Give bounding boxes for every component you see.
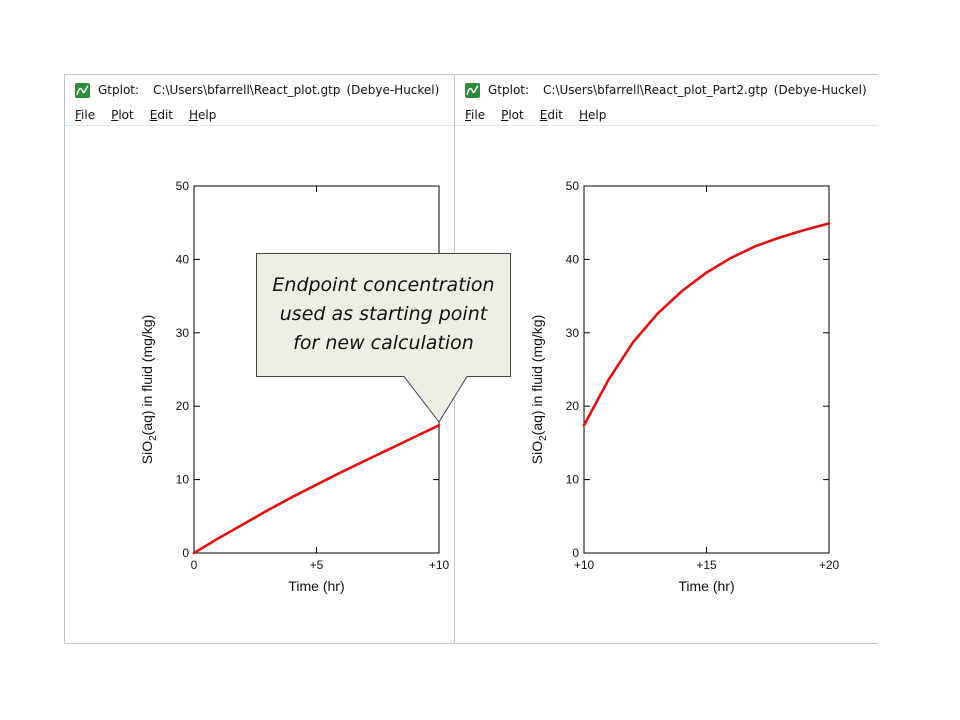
x-tick-label: +5 <box>310 558 324 572</box>
callout-balloon <box>256 253 511 423</box>
y-tick-label: 20 <box>176 399 190 413</box>
menu-plot[interactable]: Plot <box>501 108 524 122</box>
x-axis-label: Time (hr) <box>288 578 344 594</box>
mode-label: (Debye-Huckel) <box>773 83 867 97</box>
title-bar: Gtplot: C:\Users\bfarrell\React_plot.gtp… <box>65 75 454 105</box>
y-tick-label: 0 <box>572 546 579 560</box>
callout-line: used as starting point <box>279 303 488 325</box>
callout-text: Endpoint concentration used as starting … <box>256 271 511 358</box>
callout-line: for new calculation <box>293 332 474 354</box>
title-bar: Gtplot: C:\Users\bfarrell\React_plot_Par… <box>455 75 878 105</box>
gtplot-app-icon <box>75 82 90 98</box>
x-tick-label: +10 <box>574 558 595 572</box>
plot-frame <box>583 185 830 554</box>
x-axis-label: Time (hr) <box>678 578 734 594</box>
y-axis-label: SiO2(aq) in fluid (mg/kg) <box>529 315 549 465</box>
menu-help[interactable]: Help <box>578 108 607 122</box>
x-tick-label: +10 <box>429 558 450 572</box>
menu-edit[interactable]: Edit <box>539 108 563 122</box>
data-series-line <box>192 423 441 555</box>
x-tick-label: +20 <box>819 558 840 572</box>
file-path: C:\Users\bfarrell\React_plot_Part2.gtp <box>543 83 768 97</box>
callout-line: Endpoint concentration <box>272 274 495 296</box>
y-tick-label: 10 <box>566 473 580 487</box>
y-tick-label: 10 <box>176 473 190 487</box>
menu-plot[interactable]: Plot <box>111 108 134 122</box>
menu-file[interactable]: File <box>75 108 96 122</box>
y-tick-label: 30 <box>566 326 580 340</box>
x-tick-label: 0 <box>191 558 198 572</box>
y-tick-label: 0 <box>182 546 189 560</box>
gtplot-app-icon <box>465 82 480 98</box>
data-series-line <box>582 222 831 427</box>
y-axis-label: SiO2(aq) in fluid (mg/kg) <box>139 315 159 465</box>
gtplot-window-2: Gtplot: C:\Users\bfarrell\React_plot_Par… <box>454 74 878 644</box>
menu-bar: File Plot Edit Help <box>65 105 454 126</box>
y-tick-label: 50 <box>566 179 580 193</box>
menu-file[interactable]: File <box>465 108 486 122</box>
menu-bar: File Plot Edit Help <box>455 105 878 126</box>
y-tick-label: 40 <box>566 252 580 266</box>
y-tick-label: 50 <box>176 179 190 193</box>
menu-help[interactable]: Help <box>188 108 217 122</box>
callout: Endpoint concentration used as starting … <box>256 253 511 423</box>
y-tick-label: 30 <box>176 326 190 340</box>
app-name: Gtplot: <box>488 83 530 97</box>
file-path: C:\Users\bfarrell\React_plot.gtp <box>153 83 341 97</box>
y-tick-label: 40 <box>176 252 190 266</box>
menu-edit[interactable]: Edit <box>149 108 173 122</box>
mode-label: (Debye-Huckel) <box>346 83 440 97</box>
x-tick-label: +15 <box>696 558 717 572</box>
y-tick-label: 20 <box>566 399 580 413</box>
app-name: Gtplot: <box>98 83 140 97</box>
